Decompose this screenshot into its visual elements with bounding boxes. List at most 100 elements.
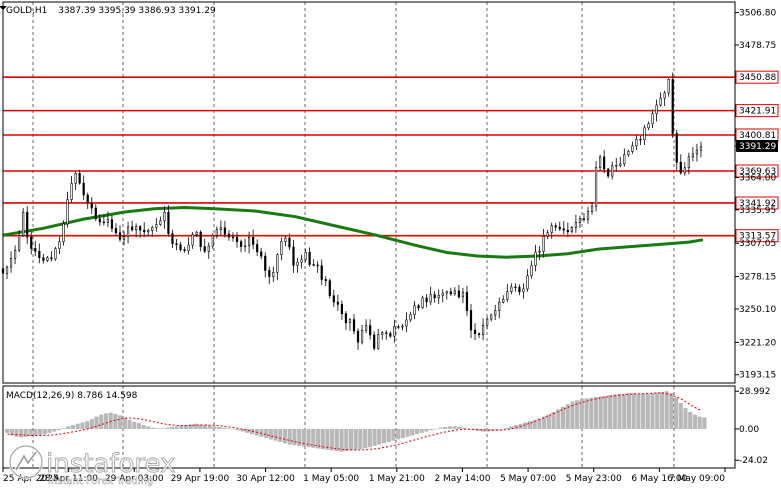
candle-up: [659, 97, 662, 106]
macd-bar: [231, 428, 236, 430]
candle-down: [433, 294, 436, 299]
candle-up: [683, 167, 686, 174]
candle-down: [239, 241, 243, 247]
macd-bar: [603, 395, 608, 429]
candle-down: [42, 257, 45, 261]
macd-bar: [264, 428, 269, 439]
candle-up: [546, 232, 549, 237]
candle-up: [248, 237, 251, 247]
candle-up: [9, 258, 13, 268]
candle-down: [397, 326, 400, 328]
y-tick-label: 3193.15: [739, 371, 776, 381]
macd-bar: [235, 428, 240, 431]
candle-down: [50, 257, 53, 260]
candle-up: [542, 236, 545, 252]
macd-bar: [297, 428, 302, 446]
candle-up: [586, 211, 590, 220]
macd-bar: [132, 421, 137, 429]
macd-bar: [221, 427, 226, 429]
macd-bar: [410, 428, 415, 436]
candle-up: [655, 104, 658, 115]
macd-bar: [42, 428, 47, 435]
candle-down: [227, 233, 231, 238]
macd-bar: [598, 396, 603, 429]
macd-bar: [556, 409, 561, 429]
candle-down: [256, 244, 259, 253]
y-tick-label: 3335.95: [739, 206, 776, 216]
candle-up: [147, 230, 150, 233]
level-price-tag: [735, 70, 779, 84]
macd-bar: [207, 425, 212, 429]
y-tick-label: 3307.05: [739, 239, 776, 249]
macd-bar: [396, 428, 401, 440]
macd-bar: [669, 393, 674, 429]
candle-down: [183, 249, 186, 252]
candle-up: [219, 227, 222, 231]
macd-bar: [61, 428, 66, 429]
macd-bar: [626, 393, 632, 429]
chevron-down-icon[interactable]: [0, 6, 7, 10]
candle-up: [494, 310, 497, 316]
candle-up: [243, 245, 247, 247]
candle-up: [163, 211, 166, 222]
candle-up: [695, 149, 699, 155]
macd-bar: [584, 398, 589, 429]
level-price-tag: [735, 196, 779, 210]
y-tick-label: 3369.63: [739, 167, 776, 177]
x-tick-label: 1 May 05:00: [303, 474, 359, 484]
watermark-tagline: Instant Forex Trading: [48, 476, 153, 487]
candle-up: [151, 227, 154, 231]
candle-up: [590, 205, 594, 212]
macd-bar: [174, 426, 179, 429]
macd-bar: [122, 417, 127, 429]
candle-down: [38, 250, 41, 259]
macd-bar: [617, 393, 622, 429]
candle-down: [566, 229, 569, 233]
x-tick-label: 29 Apr 19:00: [171, 474, 230, 484]
macd-bar: [226, 428, 231, 429]
candle-up: [570, 227, 573, 233]
macd-bar: [636, 393, 641, 429]
candle-down: [352, 319, 356, 332]
candle-up: [300, 259, 303, 263]
candle-up: [510, 286, 513, 292]
candle-up: [377, 333, 380, 349]
candle-up: [530, 265, 533, 277]
x-tick-label: 6 May 16:00: [631, 474, 687, 484]
ohlc-text: 3387.39 3395.39 3386.93 3391.29: [58, 6, 216, 16]
candle-up: [441, 292, 444, 296]
candle-up: [62, 223, 65, 242]
candle-up: [526, 275, 529, 290]
candle-up: [195, 231, 198, 235]
macd-bar: [127, 419, 132, 429]
candle-down: [518, 286, 521, 293]
candle-down: [235, 236, 239, 242]
macd-bar: [155, 428, 160, 429]
candle-down: [90, 203, 93, 209]
candle-up: [409, 314, 412, 321]
macd-bar: [509, 426, 514, 429]
macd-bar: [282, 428, 288, 444]
macd-bar: [5, 428, 10, 433]
candle-up: [365, 325, 368, 331]
candle-up: [207, 245, 210, 252]
candle-up: [191, 234, 194, 246]
candle-up: [122, 236, 126, 240]
macd-bar: [23, 428, 28, 437]
macd-bar: [400, 428, 405, 439]
x-tick-label: 29 Apr 03:00: [105, 474, 164, 484]
macd-bar: [52, 428, 57, 432]
moving-average-line: [2, 205, 704, 259]
x-tick-label: 30 Apr 12:00: [236, 474, 295, 484]
candle-down: [312, 264, 315, 266]
candle-down: [340, 304, 343, 314]
macd-bar: [462, 427, 467, 429]
macd-bar: [504, 427, 509, 429]
candle-down: [356, 330, 360, 343]
macd-bar: [542, 416, 547, 429]
candle-up: [699, 146, 703, 151]
macd-bar: [108, 412, 113, 429]
candle-up: [502, 299, 505, 303]
candle-down: [260, 251, 263, 257]
macd-bar: [193, 423, 198, 429]
